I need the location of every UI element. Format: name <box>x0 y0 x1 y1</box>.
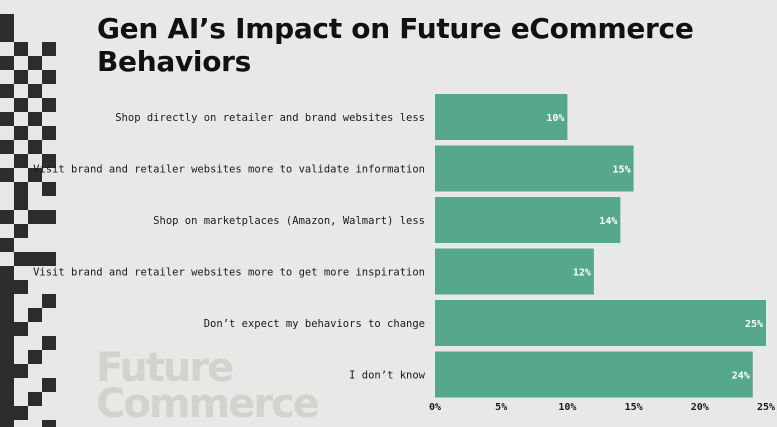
checker-square <box>28 56 42 70</box>
checker-square <box>42 70 56 84</box>
checker-square <box>42 336 56 350</box>
checker-square <box>0 406 14 420</box>
checker-square <box>28 112 42 126</box>
checker-square <box>28 308 42 322</box>
checker-square <box>0 392 14 406</box>
watermark-line-1: Future <box>96 345 234 391</box>
checker-square <box>42 182 56 196</box>
bar <box>435 145 634 192</box>
checker-square <box>28 210 42 224</box>
checker-square <box>0 280 14 294</box>
watermark-line-2: Commerce <box>96 381 320 427</box>
x-tick-label: 20% <box>691 402 709 413</box>
checker-square <box>42 42 56 56</box>
checker-square <box>42 126 56 140</box>
checker-square <box>14 182 28 196</box>
future-commerce-watermark-logo: Future Commerce <box>96 345 320 427</box>
x-tick-label: 5% <box>495 402 507 413</box>
checker-square <box>0 238 14 252</box>
checker-square <box>0 112 14 126</box>
x-tick-label: 25% <box>757 402 775 413</box>
checker-square <box>14 154 28 168</box>
checker-square <box>14 364 28 378</box>
checker-square <box>14 406 28 420</box>
checker-square <box>0 210 14 224</box>
checker-square <box>42 378 56 392</box>
checker-square <box>14 126 28 140</box>
checker-square <box>0 168 14 182</box>
x-tick-label: 0% <box>429 402 441 413</box>
category-label: Shop directly on retailer and brand webs… <box>115 112 425 124</box>
checker-square <box>0 294 14 308</box>
category-label: Visit brand and retailer websites more t… <box>33 267 425 279</box>
bar <box>435 94 568 140</box>
checker-pattern-decoration <box>0 14 56 427</box>
checker-square <box>0 308 14 322</box>
bar <box>435 248 594 295</box>
category-label: Don’t expect my behaviors to change <box>204 318 425 330</box>
checker-square <box>28 252 42 266</box>
checker-square <box>0 14 14 28</box>
checker-square <box>14 224 28 238</box>
checker-square <box>14 252 28 266</box>
category-label: Visit brand and retailer websites more t… <box>33 164 425 176</box>
value-label: 12% <box>573 268 591 279</box>
checker-square <box>14 322 28 336</box>
checker-square <box>0 28 14 42</box>
checker-square <box>14 42 28 56</box>
checker-square <box>0 378 14 392</box>
checker-square <box>42 98 56 112</box>
checker-square <box>0 84 14 98</box>
bar <box>435 197 621 243</box>
x-tick-label: 15% <box>625 402 643 413</box>
checker-square <box>0 322 14 336</box>
x-tick-label: 10% <box>558 402 576 413</box>
value-label: 25% <box>745 319 763 330</box>
checker-square <box>0 140 14 154</box>
checker-square <box>42 154 56 168</box>
checker-square <box>42 252 56 266</box>
checker-square <box>0 420 14 427</box>
value-label: 15% <box>613 165 631 176</box>
checker-square <box>42 420 56 427</box>
checker-square <box>14 280 28 294</box>
checker-square <box>0 350 14 364</box>
checker-square <box>42 294 56 308</box>
checker-square <box>28 168 42 182</box>
checker-square <box>0 56 14 70</box>
checker-square <box>14 196 28 210</box>
category-label: I don’t know <box>349 370 426 382</box>
chart-title: Gen AI’s Impact on Future eCommerce Beha… <box>97 12 694 78</box>
checker-square <box>42 210 56 224</box>
checker-square <box>0 336 14 350</box>
checker-square <box>28 84 42 98</box>
checker-square <box>28 392 42 406</box>
checker-square <box>14 70 28 84</box>
checker-square <box>14 98 28 112</box>
checker-square <box>28 140 42 154</box>
value-label: 14% <box>599 216 617 227</box>
checker-square <box>28 350 42 364</box>
bar <box>435 351 753 398</box>
value-label: 10% <box>546 113 564 124</box>
category-label: Shop on marketplaces (Amazon, Walmart) l… <box>153 215 425 227</box>
checker-square <box>0 266 14 280</box>
checker-square <box>0 364 14 378</box>
value-label: 24% <box>732 371 750 382</box>
bar <box>435 300 766 346</box>
